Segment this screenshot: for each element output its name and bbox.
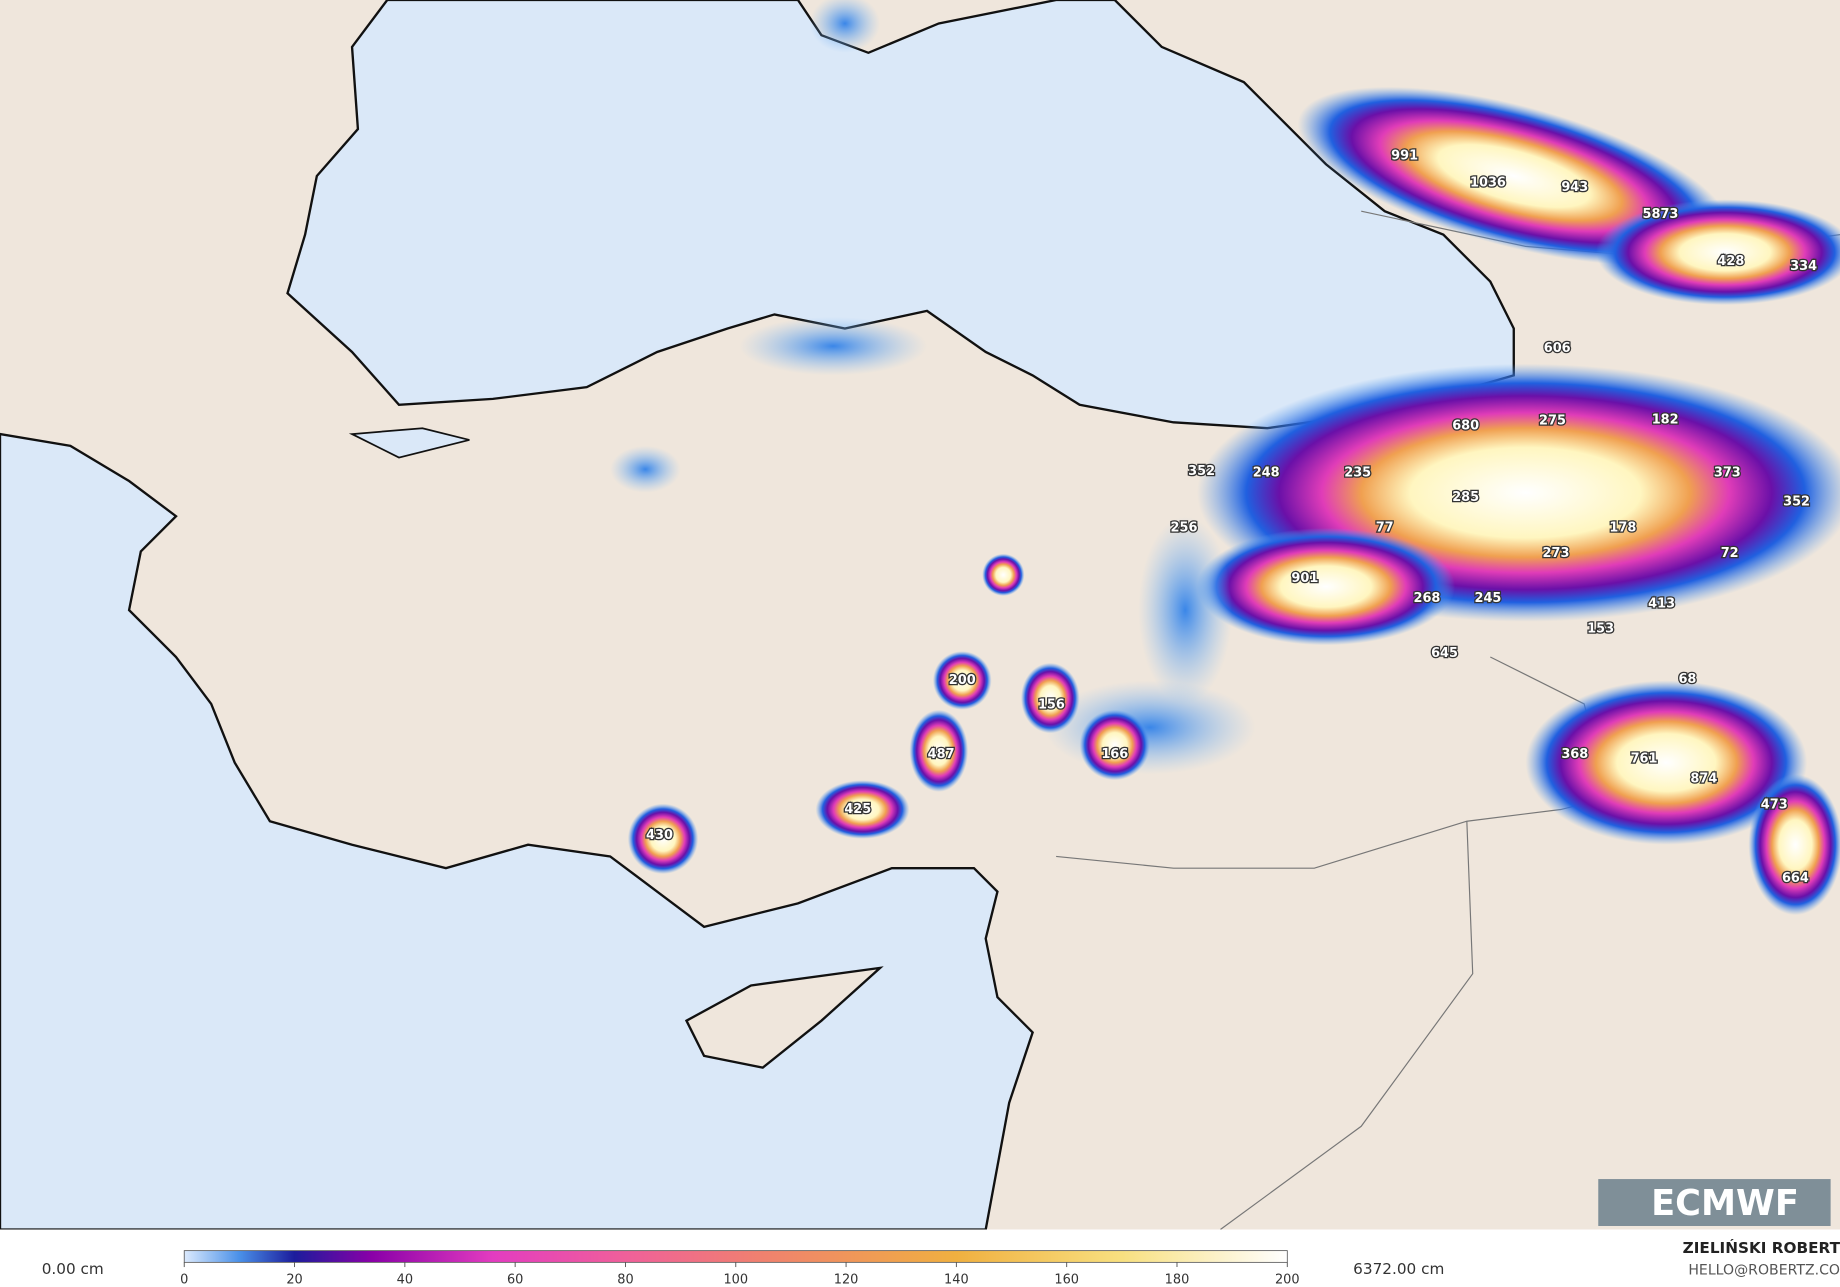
colorbar-tick-label: 40 bbox=[397, 1272, 413, 1287]
snow-depth-label: 664 bbox=[1782, 871, 1809, 886]
cyprus bbox=[684, 966, 884, 1069]
colorbar-tick-label: 0 bbox=[180, 1272, 188, 1287]
snow-depth-label: 943 bbox=[1561, 180, 1588, 195]
snow-depth-label: 645 bbox=[1431, 646, 1458, 661]
snow-area bbox=[1020, 662, 1080, 734]
snow-depth-label: 368 bbox=[1561, 747, 1588, 762]
colorbar-tick-label: 120 bbox=[834, 1272, 859, 1287]
snow-depth-label: 200 bbox=[949, 673, 976, 688]
marmara-sea bbox=[348, 427, 470, 459]
snow-depth-label: 874 bbox=[1690, 772, 1717, 787]
colorbar-tick-label: 140 bbox=[944, 1272, 969, 1287]
colorbar-tick-label: 180 bbox=[1165, 1272, 1190, 1287]
author: ZIELIŃSKI ROBERT bbox=[1683, 1238, 1840, 1257]
snow-depth-label: 248 bbox=[1253, 465, 1280, 480]
snow-depth-label: 245 bbox=[1474, 591, 1501, 606]
snow-area bbox=[809, 0, 881, 53]
snow-depth-label: 680 bbox=[1452, 418, 1479, 433]
colorbar-tick-label: 60 bbox=[507, 1272, 523, 1287]
colorbar-tick-label: 80 bbox=[617, 1272, 633, 1287]
snow-depth-label: 352 bbox=[1188, 464, 1215, 479]
snow-depth-label: 761 bbox=[1631, 752, 1658, 767]
snow-depth-label: 413 bbox=[1648, 597, 1675, 612]
snow-depth-label: 473 bbox=[1761, 797, 1788, 812]
snow-depth-label: 166 bbox=[1101, 747, 1128, 762]
snow-depth-label: 430 bbox=[646, 828, 673, 843]
snow-depth-label: 178 bbox=[1609, 520, 1636, 535]
snow-depth-label: 268 bbox=[1413, 591, 1440, 606]
snow-depth-label: 991 bbox=[1391, 149, 1418, 164]
snow-depth-label: 487 bbox=[928, 747, 955, 762]
snow-area bbox=[627, 803, 699, 875]
snow-area bbox=[815, 780, 910, 839]
snow-area bbox=[1595, 199, 1840, 306]
snow-depth-label: 235 bbox=[1344, 465, 1371, 480]
colorbar bbox=[183, 1250, 1288, 1263]
snow-depth-label: 153 bbox=[1587, 621, 1614, 636]
black-sea bbox=[286, 0, 1515, 430]
border bbox=[1220, 821, 1474, 1230]
snow-depth-label: 182 bbox=[1652, 413, 1679, 428]
snow-depth-label: 256 bbox=[1171, 520, 1198, 535]
colorbar-tick-label: 160 bbox=[1054, 1272, 1079, 1287]
snow-area bbox=[1525, 680, 1808, 845]
logo-box bbox=[1598, 1179, 1831, 1226]
snow-depth-label: 334 bbox=[1790, 259, 1817, 274]
snow-depth-label: 901 bbox=[1291, 571, 1318, 586]
snow-layer bbox=[610, 0, 1840, 916]
snow-depth-label: 606 bbox=[1544, 341, 1571, 356]
snow-depth-label: 68 bbox=[1678, 672, 1696, 687]
snow-area bbox=[909, 709, 969, 792]
snow-depth-label: 156 bbox=[1038, 698, 1065, 713]
colorbar-tick-label: 200 bbox=[1275, 1272, 1300, 1287]
snow-depth-label: 373 bbox=[1714, 465, 1741, 480]
snow-depth-label: 428 bbox=[1717, 254, 1744, 269]
colorbar-tick-label: 100 bbox=[723, 1272, 748, 1287]
snow-depth-label: 77 bbox=[1376, 520, 1394, 535]
snow-depth-label: 285 bbox=[1452, 490, 1479, 505]
contact: HELLO@ROBERTZ.CO bbox=[1688, 1263, 1840, 1279]
snow-area bbox=[739, 316, 928, 376]
snow-labels: 991 1036 943 5873 428 334 606 275 182 680 373 352 24… bbox=[645, 147, 1819, 887]
snow-area bbox=[1138, 516, 1233, 704]
snow-depth-label: 72 bbox=[1721, 546, 1739, 561]
snow-area bbox=[1748, 774, 1840, 916]
snow-area bbox=[1196, 527, 1456, 646]
colorbar-tick-label: 20 bbox=[286, 1272, 302, 1287]
snow-area bbox=[982, 553, 1025, 596]
snow-area bbox=[610, 445, 681, 493]
snow-depth-label: 275 bbox=[1539, 414, 1566, 429]
snow-depth-label: 273 bbox=[1543, 546, 1570, 561]
logo: ECMWF bbox=[1651, 1183, 1799, 1224]
snow-depth-label: 425 bbox=[844, 802, 871, 817]
snow-depth-label: 352 bbox=[1783, 495, 1810, 510]
snow-depth-label: 5873 bbox=[1643, 207, 1679, 222]
snow-area bbox=[932, 651, 992, 710]
min-label: 0.00 cm bbox=[42, 1260, 104, 1278]
snow-area bbox=[1079, 709, 1150, 781]
max-label: 6372.00 cm bbox=[1353, 1260, 1444, 1278]
snow-depth-label: 1036 bbox=[1470, 176, 1506, 191]
